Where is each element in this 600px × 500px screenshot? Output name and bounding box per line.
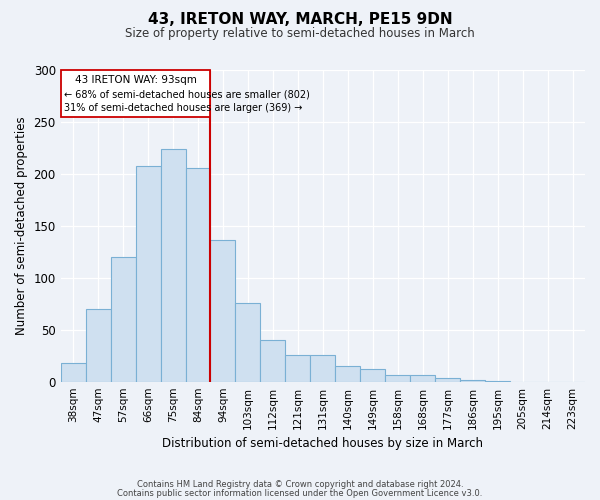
Bar (211, 240, 235, 382)
Bar (136, 166, 161, 382)
Text: 31% of semi-detached houses are larger (369) →: 31% of semi-detached houses are larger (… (64, 104, 303, 114)
Text: ← 68% of semi-detached houses are smaller (802): ← 68% of semi-detached houses are smalle… (64, 90, 310, 100)
Bar (61, 70, 211, 117)
Bar (435, 378, 460, 382)
Text: 43, IRETON WAY, MARCH, PE15 9DN: 43, IRETON WAY, MARCH, PE15 9DN (148, 12, 452, 28)
Bar (360, 369, 385, 382)
Bar (460, 380, 485, 382)
Bar (286, 354, 310, 382)
X-axis label: Distribution of semi-detached houses by size in March: Distribution of semi-detached houses by … (163, 437, 484, 450)
Bar (110, 257, 136, 382)
Y-axis label: Number of semi-detached properties: Number of semi-detached properties (15, 116, 28, 335)
Text: Contains public sector information licensed under the Open Government Licence v3: Contains public sector information licen… (118, 488, 482, 498)
Bar (260, 340, 286, 382)
Bar (185, 168, 211, 382)
Text: 43 IRETON WAY: 93sqm: 43 IRETON WAY: 93sqm (74, 76, 197, 86)
Bar (335, 366, 360, 382)
Bar (485, 380, 510, 382)
Bar (385, 376, 410, 382)
Bar (410, 376, 435, 382)
Bar (235, 302, 260, 382)
Bar (61, 363, 86, 382)
Text: Contains HM Land Registry data © Crown copyright and database right 2024.: Contains HM Land Registry data © Crown c… (137, 480, 463, 489)
Bar (86, 309, 110, 382)
Text: Size of property relative to semi-detached houses in March: Size of property relative to semi-detach… (125, 28, 475, 40)
Bar (161, 149, 185, 382)
Bar (310, 354, 335, 382)
